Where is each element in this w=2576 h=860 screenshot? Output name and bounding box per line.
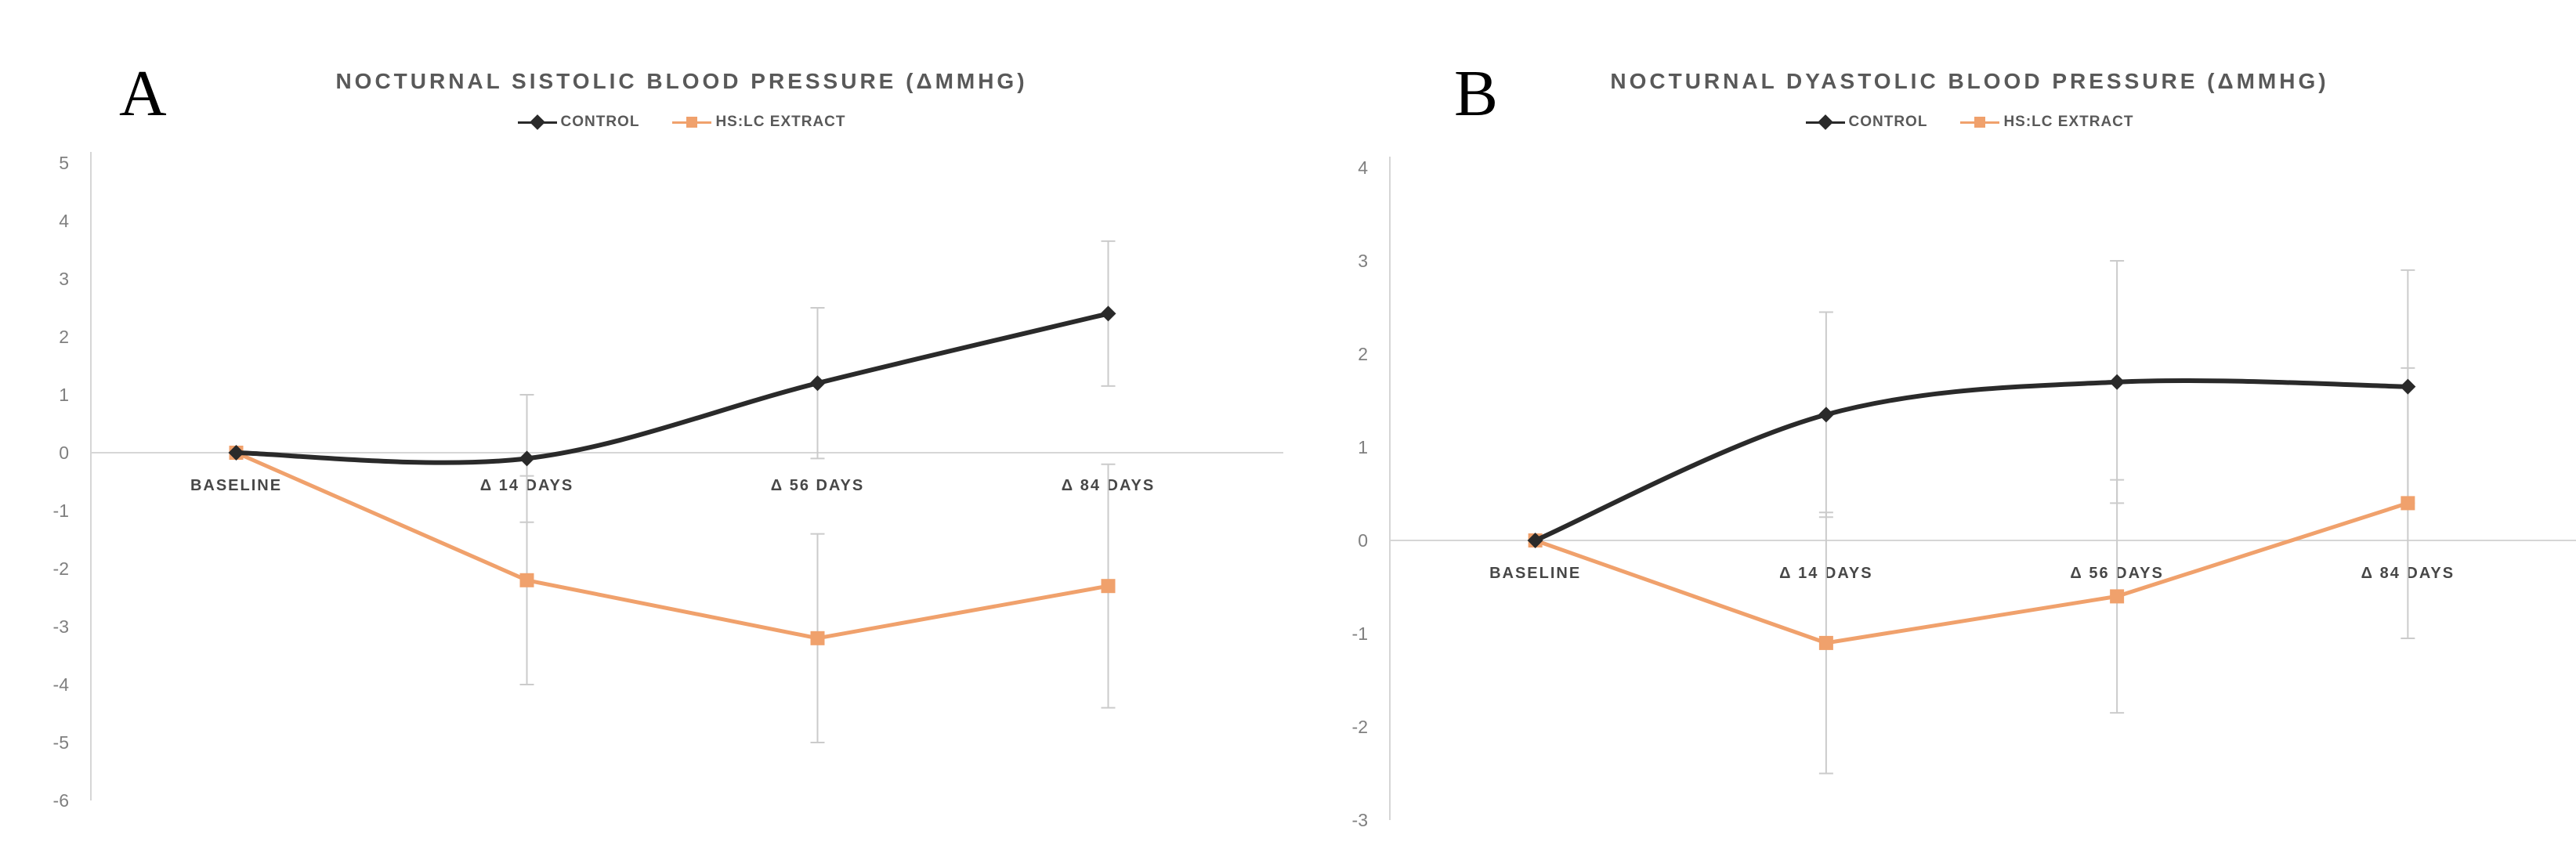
x-category-label: Δ 56 DAYS	[771, 477, 864, 494]
legend-label-control: CONTROL	[560, 114, 640, 130]
legend-item-extract: HS:LC EXTRACT	[672, 114, 845, 131]
panel-b-letter: B	[1454, 57, 1499, 130]
series-line-hs-lc-extract	[1533, 500, 2410, 645]
legend-item-extract: HS:LC EXTRACT	[1960, 114, 2133, 131]
y-tick-label: 4	[1358, 157, 1368, 178]
extract-line-square-icon	[1960, 114, 2000, 131]
legend-item-control: CONTROL	[517, 114, 640, 131]
y-tick-label: 3	[59, 269, 69, 289]
square-marker-icon	[686, 117, 698, 128]
y-tick-label: 0	[1358, 530, 1368, 551]
chart-b-legend: CONTROL HS:LC EXTRACT	[1390, 110, 2549, 134]
data-point-diamond-control	[228, 445, 244, 461]
y-tick-label: -2	[53, 558, 69, 579]
y-tick-label: -3	[53, 616, 69, 637]
y-tick-label: 0	[59, 443, 69, 463]
series-line-control	[1532, 378, 2411, 543]
x-category-label: BASELINE	[190, 477, 282, 494]
y-tick-label: 5	[59, 153, 69, 173]
y-tick-label: -5	[53, 732, 69, 753]
legend-item-control: CONTROL	[1805, 114, 1928, 131]
y-tick-label: -1	[1352, 623, 1368, 644]
panel-a-letter: A	[119, 57, 167, 130]
data-point-square-hs-lc-extract	[1101, 579, 1116, 594]
x-category-label: BASELINE	[1489, 565, 1581, 582]
legend-label-control: CONTROL	[1848, 114, 1928, 130]
legend-label-extract: HS:LC EXTRACT	[715, 114, 846, 130]
legend-label-extract: HS:LC EXTRACT	[2003, 114, 2134, 130]
series-line-control	[233, 311, 1111, 465]
panel-b: B NOCTURNAL DYASTOLIC BLOOD PRESSURE (ΔM…	[1288, 0, 2576, 860]
y-tick-label: -6	[53, 790, 69, 811]
data-point-diamond-control	[2109, 374, 2126, 390]
chart-b-title: NOCTURNAL DYASTOLIC BLOOD PRESSURE (ΔMMH…	[1610, 69, 2329, 93]
extract-line-square-icon	[672, 114, 712, 131]
control-line-diamond-icon	[1805, 114, 1845, 131]
series-line-hs-lc-extract	[234, 450, 1110, 641]
data-point-diamond-control	[809, 375, 826, 392]
data-point-square-hs-lc-extract	[2110, 589, 2125, 604]
y-tick-label: 1	[59, 385, 69, 405]
data-point-diamond-control	[1100, 305, 1116, 322]
y-tick-label: 3	[1358, 251, 1368, 271]
square-marker-icon	[1974, 117, 1986, 128]
chart-a-legend: CONTROL HS:LC EXTRACT	[102, 110, 1261, 134]
y-tick-label: -1	[53, 500, 69, 521]
y-tick-label: 1	[1358, 437, 1368, 457]
data-point-diamond-control	[2400, 378, 2416, 395]
data-point-square-hs-lc-extract	[2401, 496, 2415, 511]
chart-a-title: NOCTURNAL SISTOLIC BLOOD PRESSURE (ΔMMHG…	[335, 69, 1028, 93]
y-tick-label: -4	[53, 674, 70, 695]
data-point-diamond-control	[1527, 533, 1543, 548]
y-tick-label: -2	[1352, 717, 1368, 737]
data-point-square-hs-lc-extract	[519, 573, 534, 587]
data-point-diamond-control	[1818, 407, 1834, 423]
y-tick-label: -3	[1352, 810, 1368, 830]
data-point-diamond-control	[519, 450, 535, 467]
data-point-square-hs-lc-extract	[1818, 635, 1833, 650]
panel-a: A NOCTURNAL SISTOLIC BLOOD PRESSURE (ΔMM…	[53, 57, 1283, 811]
data-point-square-hs-lc-extract	[810, 631, 825, 645]
y-tick-label: 2	[1358, 344, 1368, 364]
y-tick-label: 2	[59, 327, 69, 347]
control-line-diamond-icon	[517, 114, 557, 131]
y-tick-label: 4	[59, 211, 69, 231]
